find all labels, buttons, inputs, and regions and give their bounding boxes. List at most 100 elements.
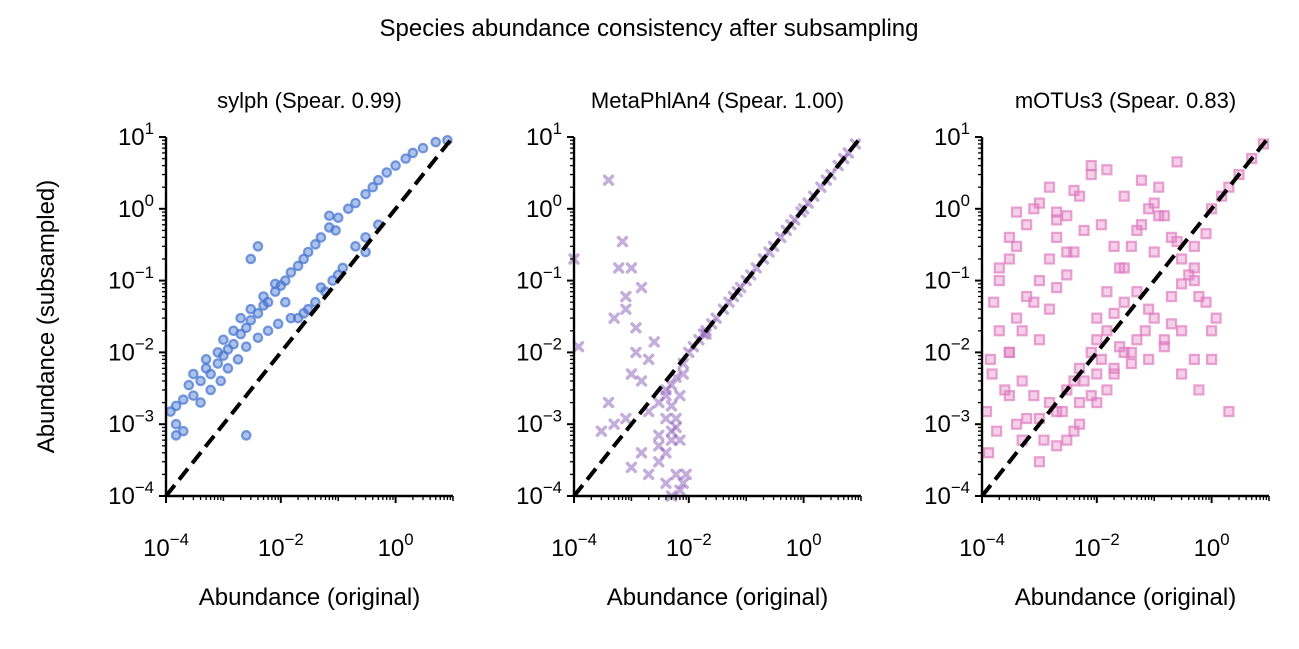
data-point bbox=[1061, 269, 1073, 281]
data-point bbox=[980, 405, 993, 418]
data-point bbox=[1171, 235, 1183, 248]
y-tick-label: 10−3 bbox=[924, 406, 970, 438]
data-point bbox=[1003, 231, 1015, 243]
data-point bbox=[1175, 278, 1188, 290]
data-point bbox=[1091, 312, 1103, 324]
data-point bbox=[1003, 390, 1015, 402]
data-point bbox=[205, 368, 216, 380]
data-point bbox=[1003, 346, 1015, 358]
data-point bbox=[993, 325, 1005, 337]
data-point bbox=[1028, 296, 1040, 308]
data-point bbox=[1085, 159, 1097, 172]
data-point bbox=[1043, 181, 1056, 193]
data-point bbox=[177, 394, 189, 405]
data-point bbox=[252, 332, 264, 344]
data-point bbox=[1135, 219, 1148, 231]
x-ticks: 10−4 10−2 100 bbox=[143, 496, 454, 562]
data-point bbox=[292, 260, 304, 272]
data-point bbox=[700, 328, 712, 340]
data-point bbox=[407, 147, 419, 159]
x-tick-label: 100 bbox=[786, 530, 822, 562]
data-point bbox=[269, 278, 281, 290]
y-tick-label: 10−1 bbox=[516, 263, 562, 295]
data-point bbox=[1101, 164, 1113, 176]
data-point bbox=[635, 375, 648, 387]
data-point bbox=[674, 484, 686, 497]
data-point bbox=[620, 303, 632, 315]
data-point bbox=[1073, 418, 1086, 430]
y-tick-label: 10−4 bbox=[108, 478, 154, 510]
data-point bbox=[1033, 456, 1046, 468]
data-point bbox=[1021, 219, 1033, 231]
data-point bbox=[330, 225, 341, 236]
data-point bbox=[1200, 296, 1212, 308]
y-tick-label: 10−4 bbox=[516, 478, 562, 510]
data-point bbox=[343, 203, 354, 215]
data-point bbox=[298, 253, 309, 265]
data-point bbox=[1193, 290, 1205, 303]
data-point bbox=[1135, 174, 1148, 186]
scatter-points bbox=[165, 134, 453, 441]
data-point bbox=[1175, 325, 1188, 337]
data-point bbox=[1033, 275, 1046, 287]
data-point bbox=[674, 389, 686, 402]
data-point bbox=[1038, 434, 1050, 446]
data-point bbox=[1188, 240, 1200, 252]
data-point bbox=[1148, 312, 1160, 324]
data-point bbox=[430, 136, 442, 148]
y-axis-label: Abundance (subsampled) bbox=[33, 180, 60, 454]
data-point bbox=[1085, 168, 1097, 181]
data-point bbox=[665, 434, 678, 446]
y-tick-label: 100 bbox=[934, 191, 970, 223]
data-point bbox=[252, 241, 264, 252]
y-tick-label: 100 bbox=[526, 191, 562, 223]
y-tick-label: 10−3 bbox=[108, 406, 154, 438]
x-ticks: 10−4 10−2 100 bbox=[959, 496, 1270, 562]
data-point bbox=[285, 267, 297, 278]
data-point bbox=[1043, 303, 1056, 315]
data-point bbox=[212, 358, 224, 369]
y-ticks: 10−4 10−3 10−2 10−1 100 101 bbox=[516, 119, 574, 510]
data-point bbox=[350, 197, 361, 209]
data-point bbox=[648, 336, 660, 348]
x-tick-label: 10−4 bbox=[143, 530, 189, 562]
data-point bbox=[602, 174, 615, 186]
data-point bbox=[262, 325, 274, 337]
data-point bbox=[1108, 362, 1120, 374]
data-point bbox=[400, 153, 412, 164]
identity-line bbox=[980, 135, 1271, 498]
data-point bbox=[1153, 210, 1165, 222]
data-point bbox=[1061, 246, 1073, 258]
data-point bbox=[630, 346, 642, 359]
data-point bbox=[982, 447, 995, 459]
data-point bbox=[280, 275, 291, 286]
data-point bbox=[1061, 434, 1073, 446]
data-point bbox=[1028, 390, 1040, 402]
y-tick-label: 10−4 bbox=[924, 478, 970, 510]
panel-sylph: sylph (Spear. 0.99)10−410−310−210−110010… bbox=[33, 88, 455, 611]
data-point bbox=[1078, 224, 1090, 237]
data-point bbox=[635, 447, 648, 459]
data-point bbox=[660, 389, 672, 402]
data-point bbox=[1033, 334, 1046, 346]
y-tick-label: 101 bbox=[118, 119, 154, 151]
data-point bbox=[1223, 181, 1235, 193]
data-point bbox=[258, 291, 269, 302]
data-point bbox=[670, 421, 682, 434]
data-point bbox=[625, 461, 638, 474]
y-ticks: 10−4 10−3 10−2 10−1 100 101 bbox=[108, 119, 166, 510]
data-point bbox=[595, 425, 608, 437]
x-tick-label: 10−2 bbox=[258, 530, 304, 562]
x-ticks: 10−4 10−2 100 bbox=[551, 496, 862, 562]
data-point bbox=[670, 468, 682, 481]
data-point bbox=[653, 456, 665, 468]
y-tick-label: 10−2 bbox=[108, 335, 154, 367]
data-point bbox=[280, 296, 291, 308]
data-point bbox=[240, 430, 252, 441]
data-point bbox=[635, 281, 648, 294]
data-point bbox=[993, 275, 1005, 287]
data-point bbox=[1118, 296, 1130, 308]
data-point bbox=[367, 181, 379, 193]
data-point bbox=[1108, 240, 1120, 252]
data-point bbox=[1051, 206, 1063, 218]
